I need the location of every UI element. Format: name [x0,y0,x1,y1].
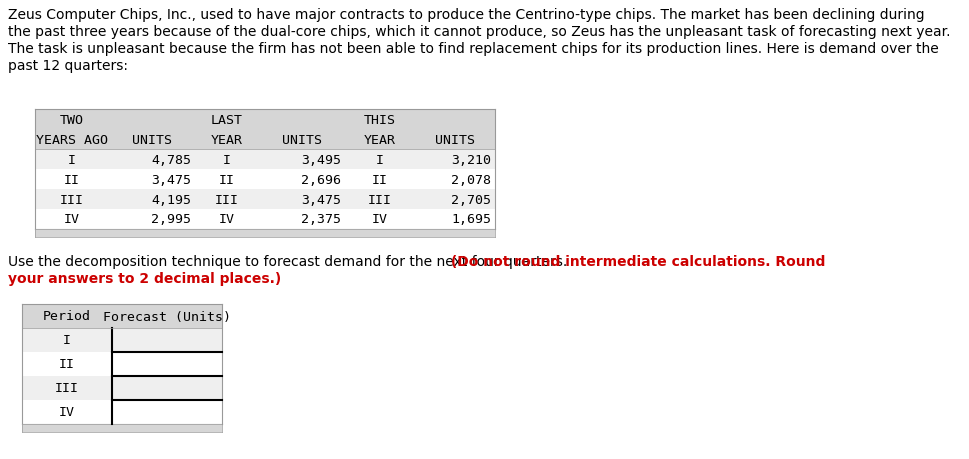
Text: (Do not round intermediate calculations. Round: (Do not round intermediate calculations.… [446,254,825,269]
Text: past 12 quarters:: past 12 quarters: [8,59,128,73]
Text: Use the decomposition technique to forecast demand for the next four quarters.: Use the decomposition technique to forec… [8,254,567,269]
Text: 2,696: 2,696 [300,173,341,186]
Text: the past three years because of the dual-core chips, which it cannot produce, so: the past three years because of the dual… [8,25,950,39]
Text: I: I [376,153,384,166]
Text: Zeus Computer Chips, Inc., used to have major contracts to produce the Centrino-: Zeus Computer Chips, Inc., used to have … [8,8,923,22]
Text: YEAR: YEAR [211,133,243,146]
Text: 2,375: 2,375 [300,213,341,226]
Text: Period: Period [43,310,91,323]
Text: II: II [59,358,75,371]
Text: I: I [63,334,71,347]
Text: III: III [60,193,84,206]
Text: II: II [219,173,234,186]
Text: II: II [64,173,79,186]
Text: UNITS: UNITS [132,133,172,146]
Text: 2,705: 2,705 [451,193,490,206]
Text: 2,995: 2,995 [151,213,191,226]
Text: III: III [55,382,78,395]
Text: 3,495: 3,495 [300,153,341,166]
Text: your answers to 2 decimal places.): your answers to 2 decimal places.) [8,271,281,285]
Text: 1,695: 1,695 [451,213,490,226]
Text: III: III [367,193,391,206]
Text: IV: IV [59,406,75,419]
Text: UNITS: UNITS [282,133,322,146]
Text: 3,210: 3,210 [451,153,490,166]
Text: UNITS: UNITS [434,133,475,146]
Text: YEAR: YEAR [363,133,395,146]
Text: 4,785: 4,785 [151,153,191,166]
Text: TWO: TWO [60,113,84,126]
Text: The task is unpleasant because the firm has not been able to find replacement ch: The task is unpleasant because the firm … [8,42,938,56]
Text: III: III [215,193,238,206]
Text: THIS: THIS [363,113,395,126]
Text: 2,078: 2,078 [451,173,490,186]
Text: LAST: LAST [211,113,243,126]
Text: IV: IV [64,213,79,226]
Text: IV: IV [372,213,388,226]
Text: IV: IV [219,213,234,226]
Text: I: I [223,153,231,166]
Text: YEARS AGO: YEARS AGO [36,133,108,146]
Text: 3,475: 3,475 [151,173,191,186]
Text: I: I [68,153,76,166]
Text: 3,475: 3,475 [300,193,341,206]
Text: Forecast (Units): Forecast (Units) [103,310,231,323]
Text: 4,195: 4,195 [151,193,191,206]
Text: II: II [372,173,388,186]
